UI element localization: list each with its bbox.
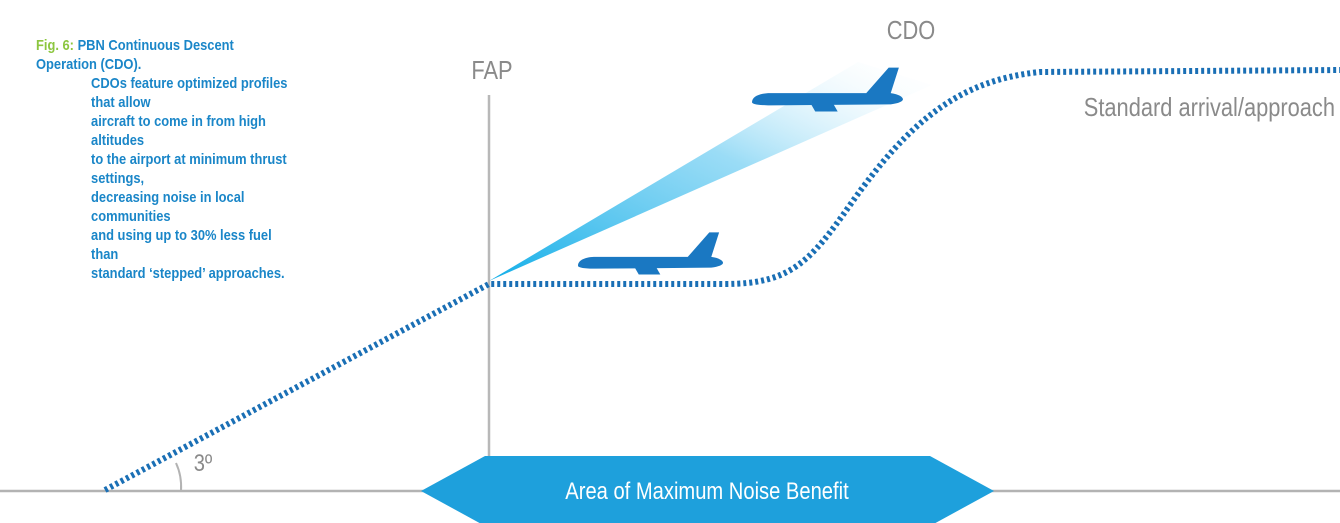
benefit-label: Area of Maximum Noise Benefit	[565, 477, 848, 504]
figure-caption: Fig. 6: PBN Continuous Descent Operation…	[36, 36, 294, 283]
cdo-label: CDO	[887, 16, 936, 45]
angle-arc	[175, 462, 183, 492]
airplane-icon	[578, 232, 724, 275]
angle-label: 3º	[194, 449, 213, 476]
approach-path	[103, 67, 1340, 493]
caption-title: PBN Continuous Descent Operation (CDO).	[36, 37, 234, 73]
fap-label: FAP	[471, 56, 512, 85]
benefit-banner	[421, 456, 994, 523]
standard-label: Standard arrival/approach	[1084, 93, 1335, 122]
caption-body: CDOs feature optimized profiles that all…	[91, 75, 288, 282]
figure-label: Fig. 6:	[36, 37, 74, 54]
cdo-beam	[489, 62, 932, 281]
